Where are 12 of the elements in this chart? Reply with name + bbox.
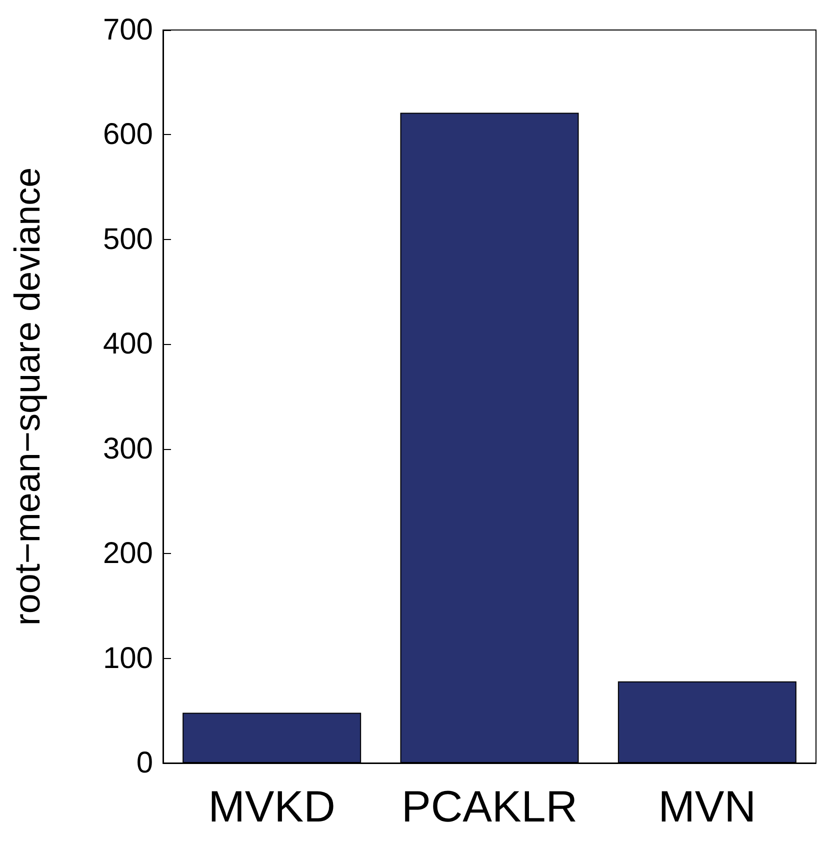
y-tick-label: 600: [102, 118, 153, 152]
y-axis-title: root−mean−square deviance: [6, 167, 48, 626]
y-tick-label: 700: [102, 14, 153, 46]
y-tick-label: 300: [102, 432, 153, 466]
x-tick-label: PCAKLR: [401, 782, 578, 832]
y-tick-label: 500: [102, 222, 153, 256]
x-tick-label: MVN: [658, 782, 756, 832]
y-tick-label: 200: [102, 537, 153, 570]
y-tick-label: 100: [102, 642, 153, 675]
x-tick-label: MVKD: [208, 782, 336, 832]
y-tick-label: 400: [102, 328, 153, 361]
y-tick-label: 0: [136, 746, 153, 780]
